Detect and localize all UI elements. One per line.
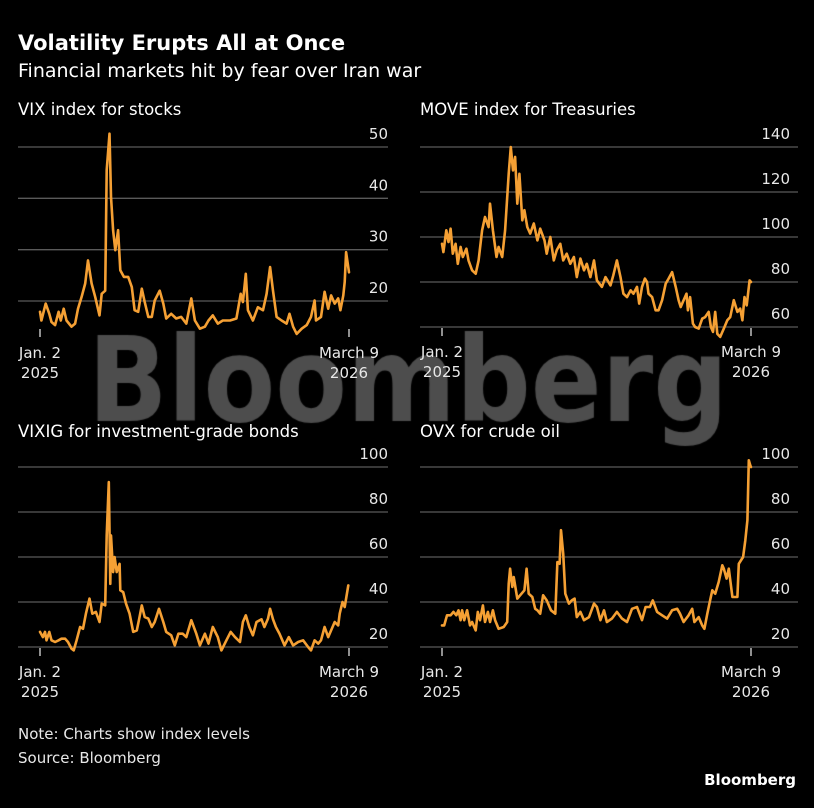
x-tick-label: March 9 [721, 343, 781, 361]
chart-panel-1: VIX index for stocks 20 30 40 50 Jan. 2 2025 Ma… [18, 100, 388, 382]
chart-panel-2: MOVE index for Treasuries 60 80 100 120 140 Ja… [420, 100, 798, 381]
x-tick-year: 2025 [21, 683, 59, 701]
panel-title: VIXIG for investment-grade bonds [18, 422, 299, 441]
x-tick-year: 2026 [732, 363, 770, 381]
series-line [440, 145, 753, 339]
y-tick-label: 30 [369, 228, 388, 246]
chart-subtitle: Financial markets hit by fear over Iran … [18, 60, 421, 82]
y-tick-label: 50 [369, 125, 388, 143]
x-tick-label: March 9 [319, 663, 379, 681]
x-tick-year: 2026 [732, 683, 770, 701]
x-tick-year: 2025 [21, 364, 59, 382]
series-line [38, 132, 351, 336]
x-tick-label: Jan. 2 [420, 343, 463, 361]
chart-title: Volatility Erupts All at Once [18, 31, 345, 55]
source-note: Source: Bloomberg [18, 749, 161, 767]
series-line [38, 480, 350, 652]
y-tick-label: 60 [771, 305, 790, 323]
x-tick-year: 2026 [330, 683, 368, 701]
y-tick-label: 140 [761, 125, 790, 143]
y-tick-label: 40 [771, 580, 790, 598]
y-tick-label: 100 [359, 445, 388, 463]
y-tick-label: 60 [369, 535, 388, 553]
y-tick-label: 100 [761, 445, 790, 463]
y-tick-label: 20 [369, 625, 388, 643]
x-tick-year: 2026 [330, 364, 368, 382]
panel-title: VIX index for stocks [18, 100, 181, 119]
y-tick-label: 100 [761, 215, 790, 233]
x-tick-year: 2025 [423, 363, 461, 381]
bloomberg-logo: Bloomberg [704, 771, 796, 789]
y-tick-label: 120 [761, 170, 790, 188]
x-tick-label: Jan. 2 [420, 663, 463, 681]
y-tick-label: 20 [771, 625, 790, 643]
x-tick-label: March 9 [721, 663, 781, 681]
y-tick-label: 60 [771, 535, 790, 553]
y-tick-label: 80 [771, 260, 790, 278]
chart-panels: VIX index for stocks 20 30 40 50 Jan. 2 2025 Ma… [18, 100, 798, 701]
x-tick-label: Jan. 2 [18, 663, 61, 681]
panel-title: MOVE index for Treasuries [420, 100, 636, 119]
x-tick-year: 2025 [423, 683, 461, 701]
x-tick-label: Jan. 2 [18, 344, 61, 362]
x-tick-label: March 9 [319, 344, 379, 362]
panel-title: OVX for crude oil [420, 422, 560, 441]
y-tick-label: 40 [369, 176, 388, 194]
y-tick-label: 80 [771, 490, 790, 508]
chart-panel-4: OVX for crude oil 20 40 60 80 100 Jan. 2 2025 Ma… [420, 422, 798, 701]
footnote: Note: Charts show index levels [18, 725, 250, 743]
y-tick-label: 20 [369, 279, 388, 297]
series-line [440, 458, 753, 632]
y-tick-label: 40 [369, 580, 388, 598]
chart-panel-3: VIXIG for investment-grade bonds 20 40 60 80… [18, 422, 388, 701]
y-tick-label: 80 [369, 490, 388, 508]
